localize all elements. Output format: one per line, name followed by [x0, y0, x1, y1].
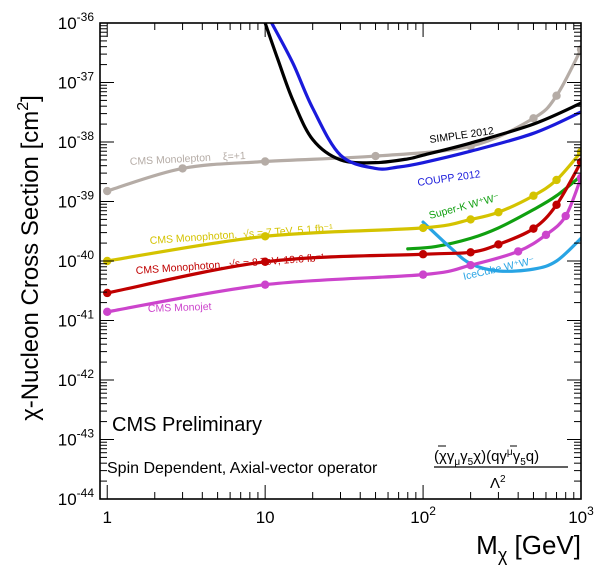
series-line-coupp-2012	[270, 23, 581, 171]
series-point-cms-monophoton-7-tev	[418, 223, 428, 233]
operator-formula: (χγμγ5χ)(qγμγ5q) Λ2	[434, 445, 568, 492]
y-tick-label: 10-38	[58, 129, 95, 152]
series-point-cms-monojet	[103, 307, 112, 317]
series-point-cms-monophoton-7-tev	[552, 175, 561, 185]
x-tick-label: 10	[256, 508, 275, 527]
y-tick-label: 10-40	[58, 248, 95, 271]
y-tick-label: 10-44	[58, 486, 95, 509]
series-point-cms-monophoton-8-tev	[529, 224, 538, 233]
x-axis-label-main: M	[476, 530, 498, 560]
label-cms-monophoton-8tev-name: CMS Monophoton,	[135, 259, 223, 277]
y-axis-label-main: χ-Nucleon Cross Section [cm	[17, 111, 44, 421]
x-axis-label-unit: [GeV]	[507, 530, 581, 560]
series-point-cms-monophoton-7-tev	[494, 208, 503, 217]
label-super-k: Super-K W⁺W⁻	[428, 191, 501, 221]
series-point-cms-monolepton	[576, 45, 581, 54]
series-point-cms-monojet	[561, 211, 570, 221]
label-cms-monophoton-7tev-name: CMS Monophoton,	[149, 229, 237, 247]
y-axis-label: χ-Nucleon Cross Section [cm2]	[15, 95, 44, 421]
label-cms-monophoton-7tev: CMS Monophoton, √s = 7 TeV, 5.1 fb⁻¹	[149, 222, 333, 247]
series-point-cms-monojet	[260, 280, 270, 289]
label-cms-monophoton-8tev-energy: √s = 8 TeV, 19.6 fb⁻¹	[229, 252, 326, 271]
series-point-cms-monophoton-8-tev	[552, 200, 561, 210]
label-cms-monojet: CMS Monojet	[148, 301, 212, 315]
series-point-cms-monophoton-8-tev	[103, 288, 112, 298]
series-point-cms-monolepton	[529, 114, 538, 123]
series-line-cms-monolepton	[105, 47, 581, 193]
y-axis-label-close: ]	[17, 95, 44, 102]
svg-text:Λ2: Λ2	[490, 474, 506, 492]
series-point-cms-monophoton-8-tev	[418, 250, 428, 259]
y-tick-label: 10-43	[58, 427, 95, 450]
series-line-simple-2012	[263, 23, 581, 165]
x-axis-label-sub: χ	[498, 545, 508, 565]
label-cms-monophoton-8tev: CMS Monophoton, √s = 8 TeV, 19.6 fb⁻¹	[135, 252, 325, 277]
y-tick-label: 10-37	[58, 70, 95, 93]
series-point-cms-monophoton-7-tev	[576, 147, 581, 157]
series-point-cms-monophoton-7-tev	[529, 191, 538, 200]
series-point-cms-monophoton-8-tev	[260, 257, 270, 266]
series-point-cms-monophoton-8-tev	[494, 240, 503, 249]
y-tick-label: 10-36	[58, 10, 95, 33]
cms-preliminary-label: CMS Preliminary	[112, 414, 262, 436]
x-axis-label: Mχ [GeV]	[476, 530, 581, 565]
svg-text:(χγμγ5χ)(qγμγ5q): (χγμγ5χ)(qγμγ5q)	[434, 447, 539, 468]
series-point-cms-monolepton	[103, 186, 112, 196]
label-coupp-2012: COUPP 2012	[417, 168, 482, 189]
series-point-cms-monojet	[466, 260, 475, 270]
y-tick-label: 10-39	[58, 189, 95, 212]
series-line-icecube-w-w	[421, 220, 581, 273]
series-point-cms-monojet	[418, 270, 428, 279]
series-point-cms-monolepton	[178, 164, 187, 173]
series-line-super-k-w-w	[406, 174, 581, 251]
operator-description: Spin Dependent, Axial-vector operator	[107, 460, 378, 477]
x-tick-label: 1	[102, 508, 111, 527]
label-cms-monophoton-7tev-energy: √s = 7 TeV, 5.1 fb⁻¹	[243, 222, 334, 240]
series-point-cms-monophoton-7-tev	[466, 215, 475, 224]
series-point-cms-monojet	[576, 173, 581, 183]
series-point-cms-monojet	[541, 230, 551, 240]
series-point-cms-monojet	[513, 247, 523, 256]
series-point-cms-monolepton	[552, 91, 561, 100]
x-tick-label: 102	[410, 504, 436, 527]
label-cms-monolepton: CMS Monolepton ξ=+1	[130, 150, 247, 168]
series-point-cms-monolepton	[260, 157, 270, 166]
series-point-cms-monophoton-8-tev	[466, 248, 475, 257]
x-tick-label: 103	[568, 504, 594, 527]
y-tick-label: 10-42	[58, 367, 95, 390]
y-tick-label: 10-41	[58, 308, 95, 331]
series-point-cms-monolepton	[371, 151, 380, 161]
svg-text:χ-Nucleon Cross Section [cm2]: χ-Nucleon Cross Section [cm2]	[15, 95, 44, 421]
series-point-cms-monophoton-7-tev	[260, 232, 270, 241]
y-axis-label-sup: 2	[15, 102, 32, 111]
label-cms-monolepton-tag: ξ=+1	[223, 150, 247, 163]
